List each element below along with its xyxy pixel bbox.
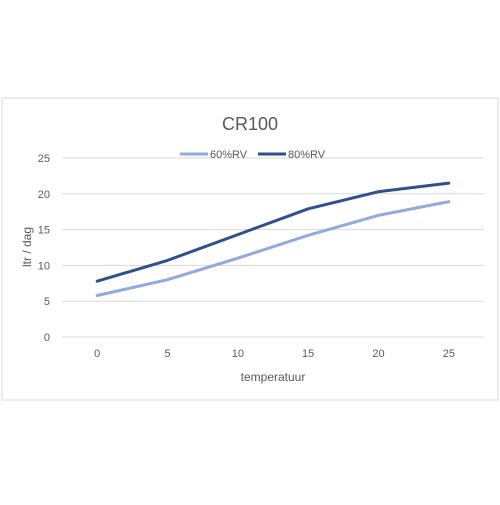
chart-area-border — [1, 97, 499, 401]
x-axis-label: temperatuur — [241, 370, 306, 384]
chart-title: CR100 — [222, 114, 278, 134]
x-tick-label: 10 — [232, 348, 244, 360]
gridlines — [62, 157, 484, 338]
x-tick-label: 25 — [443, 348, 455, 360]
series-line-0 — [95, 200, 451, 297]
legend-label-0: 60%RV — [210, 149, 248, 161]
y-axis-ticks: 0 5 10 15 20 25 — [38, 153, 50, 344]
series-line-1 — [95, 181, 451, 283]
series-lines — [95, 181, 451, 297]
x-axis-ticks: 0 5 10 15 20 25 — [94, 348, 455, 360]
x-tick-label: 5 — [164, 348, 170, 360]
y-tick-label: 20 — [38, 189, 50, 201]
x-tick-label: 15 — [302, 348, 314, 360]
y-tick-label: 5 — [44, 296, 50, 308]
y-axis-label: ltr / dag — [20, 227, 34, 267]
y-tick-label: 15 — [38, 225, 50, 237]
y-tick-label: 25 — [38, 153, 50, 165]
x-tick-label: 20 — [372, 348, 384, 360]
legend: 60%RV 80%RV — [180, 149, 326, 161]
y-tick-label: 10 — [38, 260, 50, 272]
legend-label-1: 80%RV — [288, 149, 326, 161]
y-tick-label: 0 — [44, 332, 50, 344]
x-tick-label: 0 — [94, 348, 100, 360]
